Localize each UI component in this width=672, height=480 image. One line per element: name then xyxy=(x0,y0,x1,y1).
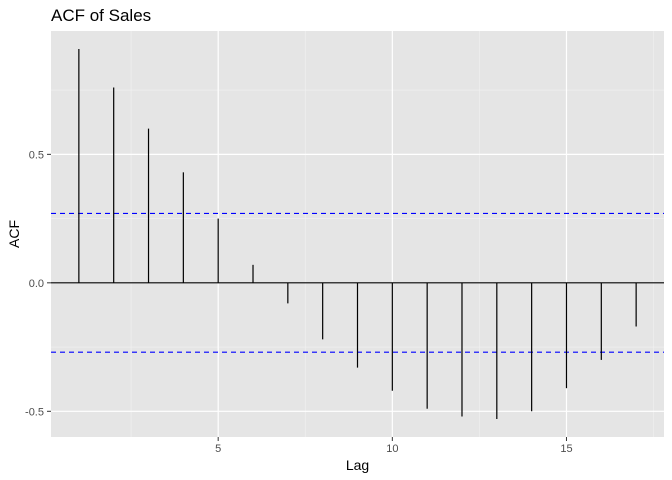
y-tick-label: -0.5 xyxy=(25,406,44,418)
x-tick-label: 5 xyxy=(215,443,221,455)
y-tick-label: 0.0 xyxy=(29,278,44,290)
y-axis-ticks: -0.5 0.0 0.5 xyxy=(25,149,51,418)
x-axis-title: Lag xyxy=(346,457,369,473)
acf-bars xyxy=(78,48,637,420)
x-axis-ticks: 5 10 15 xyxy=(215,437,573,455)
x-tick-label: 15 xyxy=(560,443,572,455)
x-tick-label: 10 xyxy=(386,443,398,455)
y-tick-label: 0.5 xyxy=(29,149,44,161)
chart-title: ACF of Sales xyxy=(51,6,151,25)
y-axis-title: ACF xyxy=(6,220,22,248)
plot-panel xyxy=(51,31,664,437)
